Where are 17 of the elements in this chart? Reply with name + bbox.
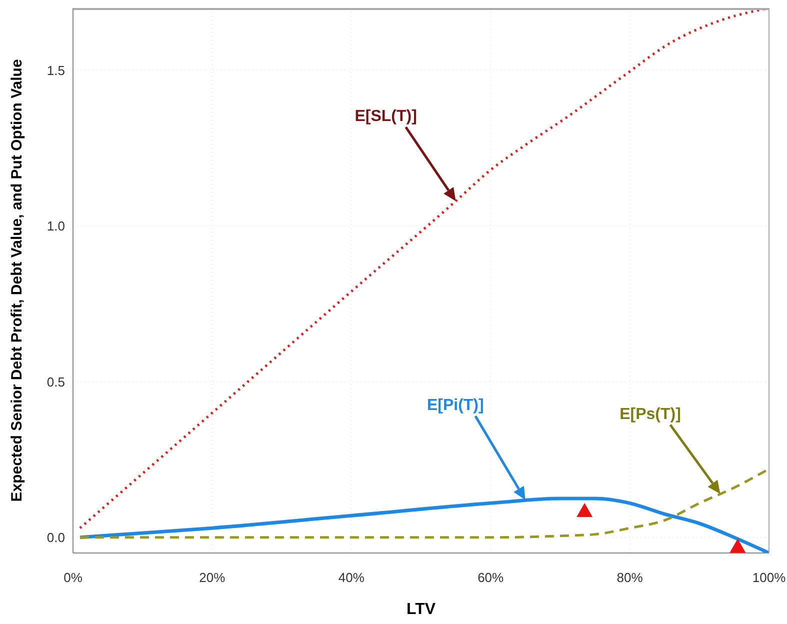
- y-tick-label: 0.0: [46, 530, 65, 546]
- annotation: E[Ps(T)]: [620, 406, 681, 423]
- x-tick-label: 60%: [478, 570, 504, 586]
- x-tick-label: 40%: [338, 570, 365, 586]
- annotation: E[Pi(T)]: [426, 397, 484, 414]
- annotation: E[SL(T)]: [354, 108, 417, 126]
- y-tick-label: 1.5: [46, 62, 65, 78]
- x-tick-label: 20%: [199, 570, 226, 586]
- x-axis-title: LTV: [406, 601, 436, 618]
- y-tick-label: 0.5: [46, 374, 65, 390]
- y-tick-label: 1.0: [46, 218, 65, 234]
- line-series: [78, 468, 769, 539]
- x-tick-label: 100%: [752, 570, 786, 586]
- line-series: [78, 496, 769, 553]
- x-tick-label: 0%: [64, 570, 83, 586]
- y-axis-title: Expected Senior Debt Profit, Debt Value, and Put Option Value: [8, 59, 26, 502]
- x-tick-label: 80%: [616, 570, 644, 586]
